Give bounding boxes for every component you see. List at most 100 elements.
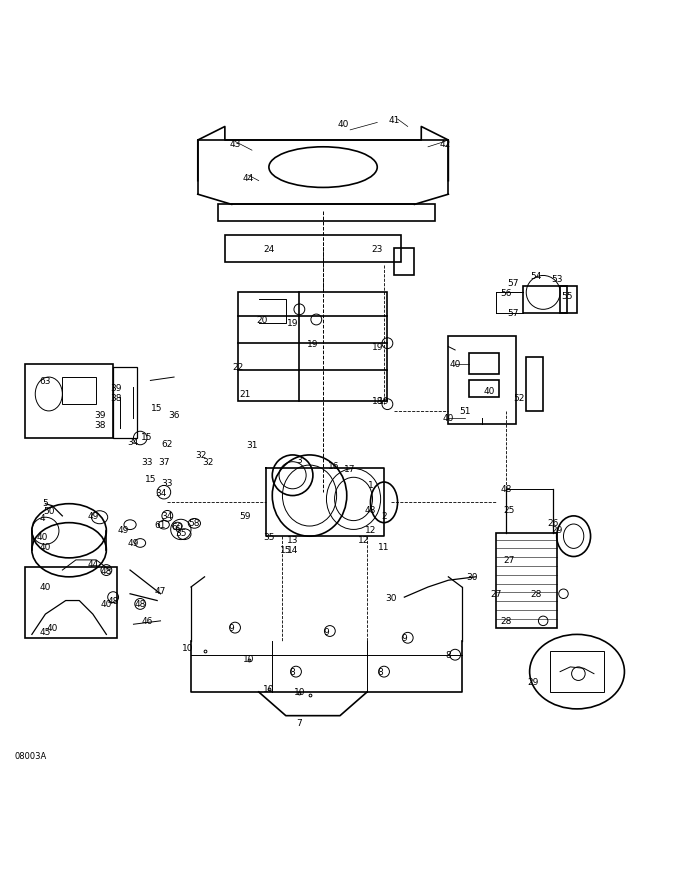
Bar bbox=[25, 567, 116, 638]
Text: 35: 35 bbox=[175, 529, 186, 538]
Text: 10: 10 bbox=[182, 644, 193, 652]
Text: 36: 36 bbox=[169, 410, 180, 419]
Text: 41: 41 bbox=[388, 116, 400, 125]
Text: 48: 48 bbox=[107, 596, 119, 605]
Text: 40: 40 bbox=[36, 532, 48, 541]
Text: 08003A: 08003A bbox=[15, 751, 47, 759]
Bar bbox=[496, 533, 557, 628]
Text: 40: 40 bbox=[449, 360, 461, 368]
Bar bbox=[113, 367, 137, 438]
Text: 51: 51 bbox=[460, 407, 471, 416]
Text: 21: 21 bbox=[239, 390, 251, 399]
Text: 15: 15 bbox=[280, 545, 292, 554]
Text: 37: 37 bbox=[158, 458, 170, 467]
Text: 34: 34 bbox=[162, 512, 173, 521]
Text: 30: 30 bbox=[385, 593, 396, 602]
Bar bbox=[469, 381, 499, 398]
Text: 8: 8 bbox=[290, 667, 296, 676]
Text: 28: 28 bbox=[530, 589, 542, 599]
Text: 39: 39 bbox=[111, 383, 122, 392]
Text: 40: 40 bbox=[101, 600, 112, 609]
Text: 7: 7 bbox=[296, 718, 302, 727]
Bar bbox=[560, 286, 577, 313]
Bar bbox=[225, 236, 401, 262]
Text: 32: 32 bbox=[195, 451, 207, 460]
Text: 9: 9 bbox=[228, 624, 235, 632]
Text: 50: 50 bbox=[43, 506, 54, 516]
Text: 26: 26 bbox=[547, 518, 559, 528]
Text: 16: 16 bbox=[328, 461, 339, 470]
Text: 55: 55 bbox=[561, 292, 573, 301]
Text: 33: 33 bbox=[162, 478, 173, 487]
Text: 30: 30 bbox=[466, 573, 478, 581]
Text: 40: 40 bbox=[483, 387, 494, 396]
Text: 32: 32 bbox=[202, 458, 214, 467]
Text: 48: 48 bbox=[135, 600, 146, 609]
Text: 63: 63 bbox=[39, 376, 51, 386]
Text: 49: 49 bbox=[87, 512, 99, 521]
Text: 19: 19 bbox=[371, 343, 383, 352]
Text: 13: 13 bbox=[287, 536, 299, 545]
Text: 42: 42 bbox=[439, 139, 451, 149]
Text: 39: 39 bbox=[94, 410, 105, 419]
Text: 29: 29 bbox=[551, 525, 562, 534]
Text: 10: 10 bbox=[243, 654, 254, 663]
Bar bbox=[448, 337, 516, 425]
Text: 56: 56 bbox=[500, 289, 511, 297]
Text: 61: 61 bbox=[155, 521, 167, 530]
Text: 19: 19 bbox=[287, 319, 299, 328]
Text: 1: 1 bbox=[368, 480, 373, 489]
Text: 34: 34 bbox=[155, 488, 166, 497]
Text: 4: 4 bbox=[39, 514, 45, 523]
Text: 27: 27 bbox=[504, 556, 515, 565]
Text: 38: 38 bbox=[94, 420, 105, 430]
Text: 28: 28 bbox=[500, 617, 511, 625]
Text: 58: 58 bbox=[188, 518, 200, 528]
Text: 15: 15 bbox=[141, 432, 153, 442]
Bar bbox=[550, 652, 604, 692]
Text: 12: 12 bbox=[358, 536, 369, 545]
Text: 40: 40 bbox=[443, 414, 454, 423]
Bar bbox=[394, 249, 415, 276]
Text: 31: 31 bbox=[246, 441, 258, 450]
Text: 17: 17 bbox=[344, 465, 356, 474]
Text: 9: 9 bbox=[401, 633, 407, 643]
Text: 18: 18 bbox=[371, 396, 383, 406]
Text: 15: 15 bbox=[152, 403, 163, 412]
Text: 15: 15 bbox=[145, 474, 156, 483]
Text: 40: 40 bbox=[39, 583, 51, 592]
Text: 48: 48 bbox=[364, 505, 376, 514]
Text: 34: 34 bbox=[128, 438, 139, 446]
Text: 29: 29 bbox=[527, 678, 539, 687]
Text: 14: 14 bbox=[287, 545, 299, 554]
Text: 60: 60 bbox=[172, 522, 183, 531]
Text: 54: 54 bbox=[530, 272, 542, 281]
Text: 24: 24 bbox=[263, 245, 275, 253]
Text: 10: 10 bbox=[263, 684, 275, 694]
Bar bbox=[526, 357, 543, 411]
Text: 10: 10 bbox=[294, 688, 305, 696]
Text: 19: 19 bbox=[307, 339, 319, 348]
Text: 25: 25 bbox=[504, 505, 515, 514]
Bar bbox=[523, 286, 567, 313]
Text: 52: 52 bbox=[514, 394, 525, 403]
Text: 40: 40 bbox=[338, 119, 349, 128]
Text: 2: 2 bbox=[381, 512, 387, 521]
Text: 48: 48 bbox=[101, 566, 112, 575]
Text: 44: 44 bbox=[87, 560, 99, 568]
Bar bbox=[63, 378, 96, 404]
Text: 43: 43 bbox=[229, 139, 241, 149]
Text: 23: 23 bbox=[371, 245, 383, 253]
Text: 27: 27 bbox=[490, 589, 501, 599]
Text: 6: 6 bbox=[175, 524, 180, 533]
Text: 47: 47 bbox=[155, 586, 166, 595]
Text: 48: 48 bbox=[500, 485, 511, 494]
Text: 57: 57 bbox=[507, 278, 518, 288]
Text: 3: 3 bbox=[296, 456, 302, 465]
Text: 49: 49 bbox=[118, 525, 129, 534]
Text: 19: 19 bbox=[378, 396, 390, 406]
Text: 44: 44 bbox=[243, 174, 254, 182]
Bar bbox=[218, 205, 435, 222]
Text: 62: 62 bbox=[162, 439, 173, 448]
Text: 8: 8 bbox=[378, 667, 384, 676]
